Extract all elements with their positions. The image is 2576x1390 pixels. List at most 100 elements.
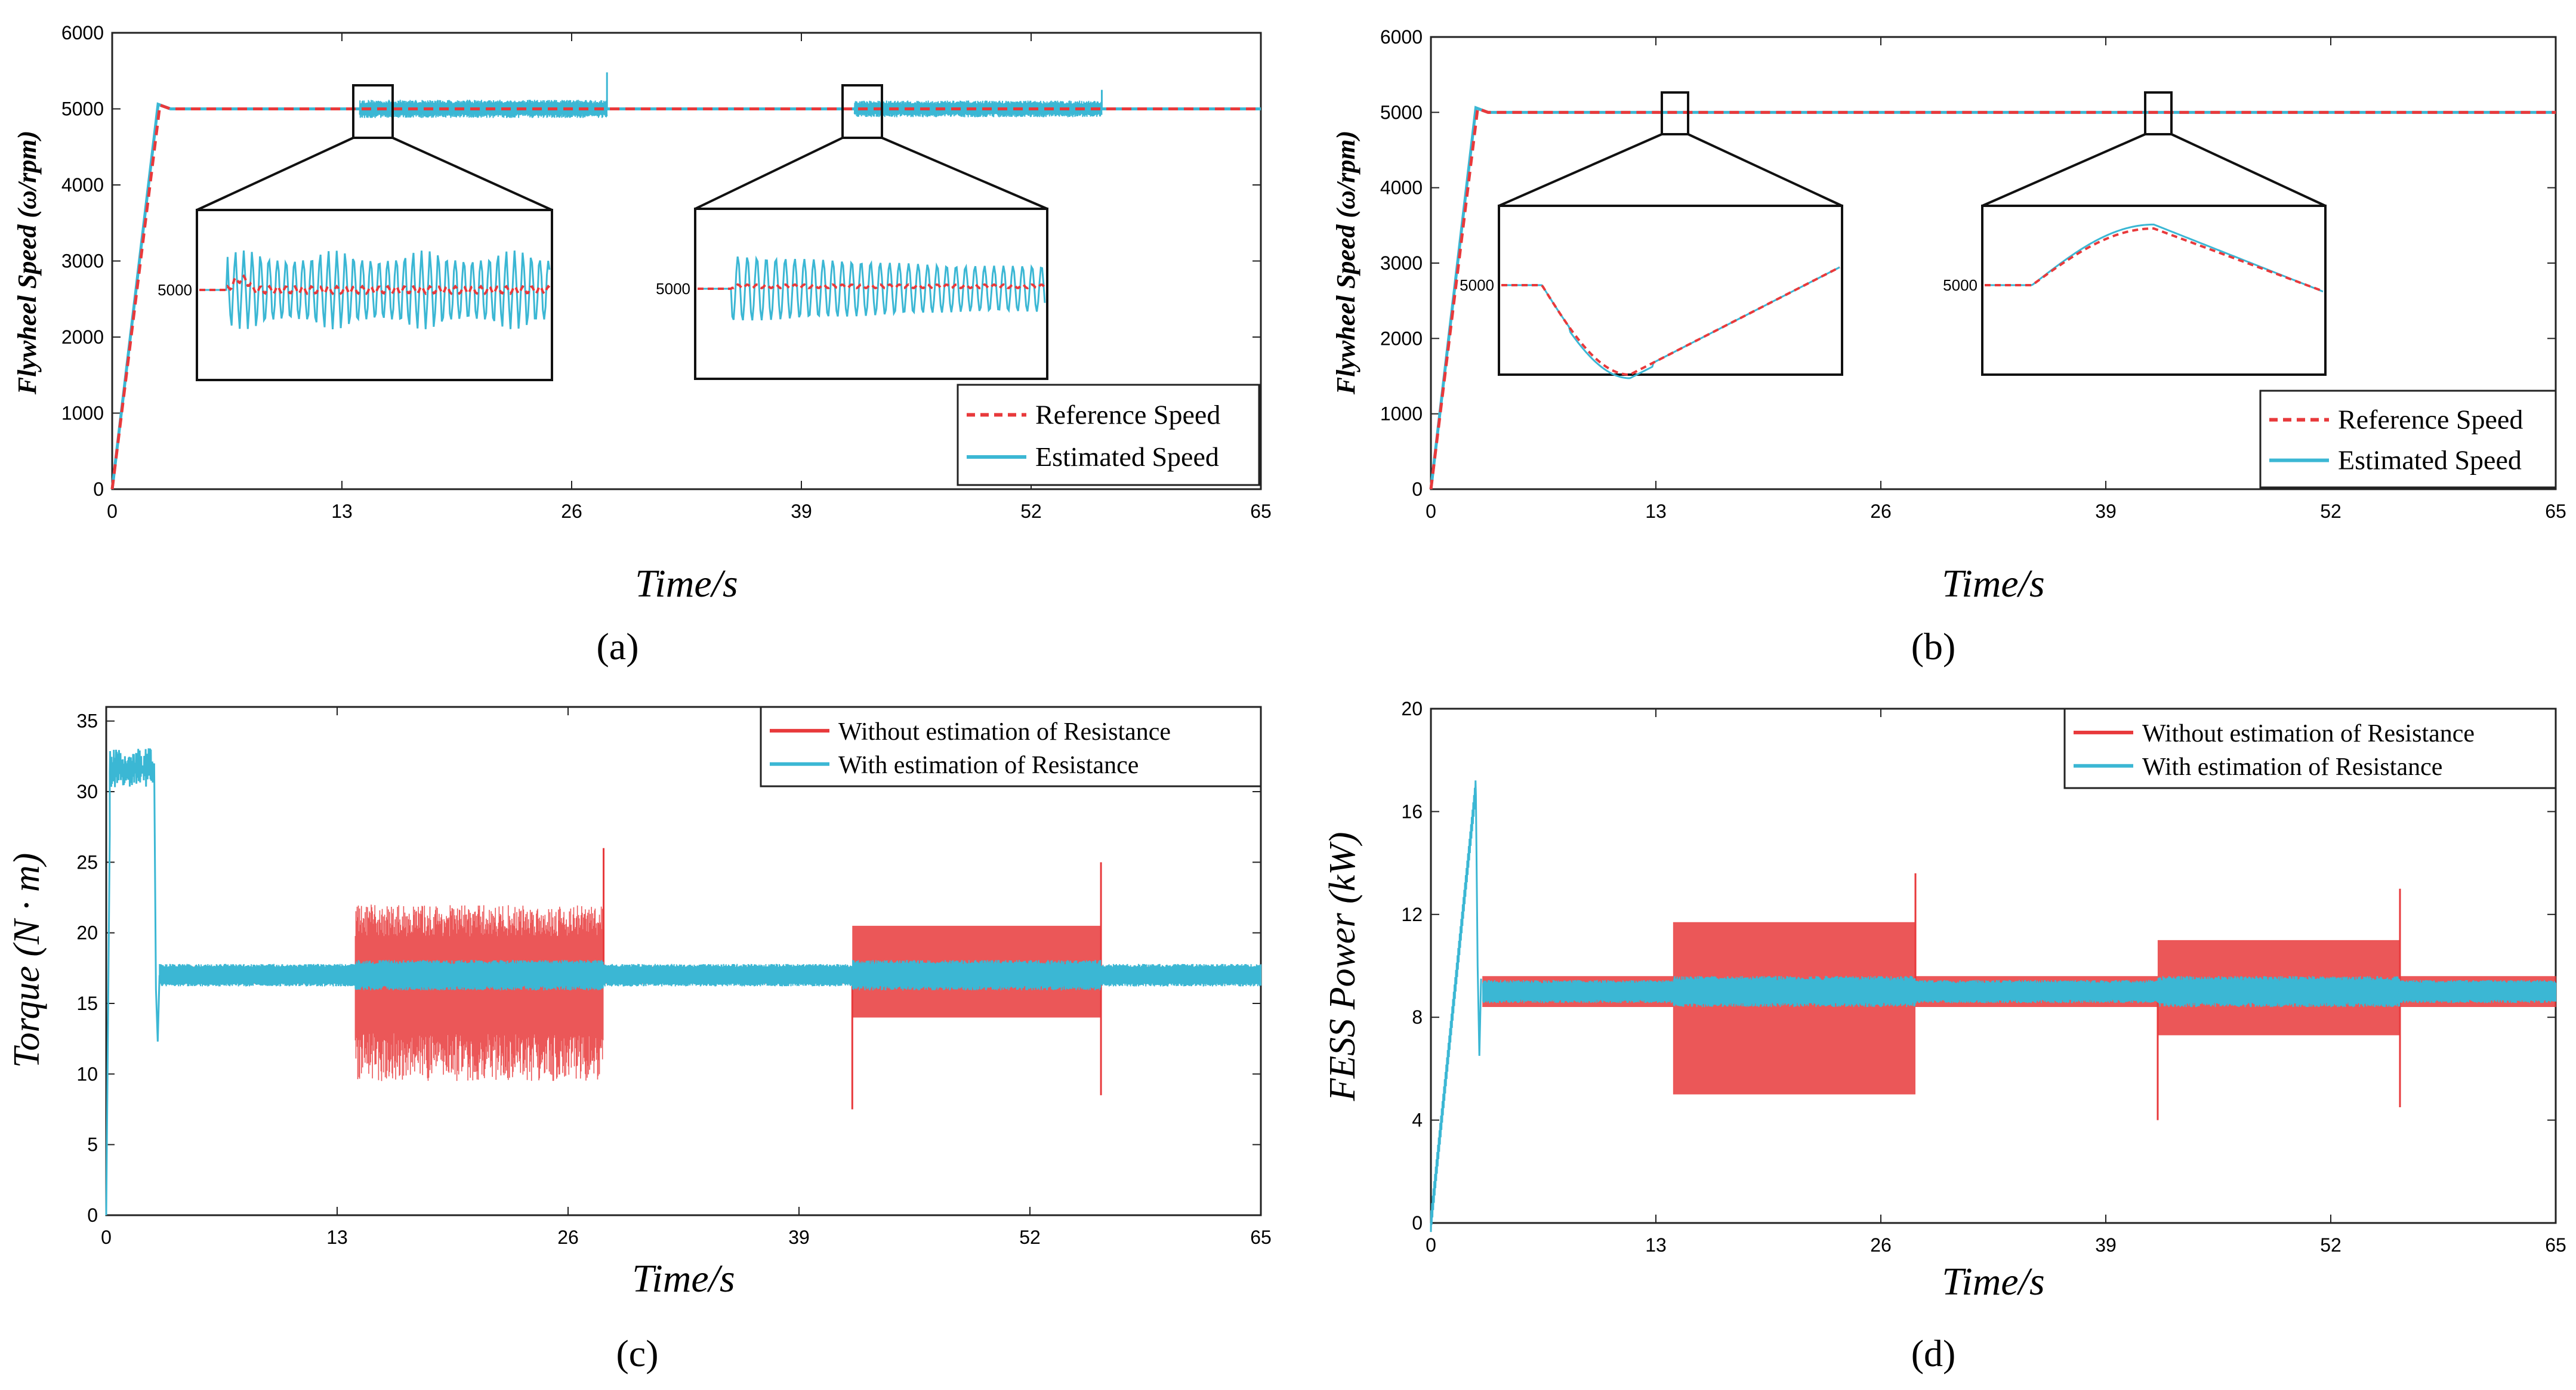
legend-box (760, 706, 1262, 787)
x-tick-label: 39 (2095, 1234, 2117, 1256)
inset-estimated-line (1985, 223, 2324, 293)
y-tick-label: 1000 (61, 403, 104, 424)
with-estimation-series (159, 960, 1261, 991)
x-axis-label: Time/s (1942, 562, 2044, 606)
x-tick-label: 13 (331, 501, 353, 522)
panel-c: 0 13 26 39 52 65 0 5 10 15 20 25 30 35 Time/s Torque (N… (7, 706, 1272, 1374)
x-tick-label: 52 (2320, 1234, 2341, 1256)
y-tick-label: 20 (1401, 698, 1423, 719)
y-tick-label: 4000 (1380, 177, 1423, 199)
legend-entry: Without estimation of Resistance (838, 718, 1171, 746)
y-tick-label: 20 (76, 922, 98, 944)
legend-entry: With estimation of Resistance (838, 752, 1139, 779)
y-tick-label: 6000 (61, 22, 104, 44)
x-tick-label: 13 (326, 1227, 348, 1248)
startup-transient (105, 748, 161, 1216)
x-tick-label: 26 (557, 1227, 579, 1248)
y-tick-label: 6000 (1380, 26, 1423, 48)
with-estimation-series (1482, 975, 2556, 1008)
inset-reference-line (199, 274, 551, 296)
panel-label: (a) (596, 625, 638, 668)
x-tick-label: 26 (561, 501, 582, 522)
y-tick-label: 5000 (61, 98, 104, 120)
x-tick-label: 0 (101, 1227, 112, 1248)
startup-transient (1430, 780, 1482, 1233)
y-tick-label: 0 (1412, 478, 1423, 500)
legend-box (2063, 708, 2557, 789)
zoom-source-box (841, 84, 883, 139)
y-axis-label: FESS Power (kW) (1322, 832, 1363, 1101)
y-tick-label: 0 (1412, 1212, 1423, 1234)
x-tick-label: 65 (2545, 501, 2566, 522)
inset-reference-line (698, 283, 1046, 290)
x-tick-label: 39 (788, 1227, 810, 1248)
panel-label: (c) (616, 1332, 658, 1374)
legend-entry: With estimation of Resistance (2142, 753, 2442, 781)
y-tick-label: 16 (1401, 801, 1423, 822)
legend-box (2259, 390, 2557, 489)
y-tick-label: 1000 (1380, 403, 1423, 425)
estimated-speed-oscillation (359, 100, 608, 118)
x-axis-label: Time/s (635, 562, 738, 606)
zoom-connector (392, 137, 553, 211)
inset-tick-label: 5000 (656, 280, 690, 298)
x-tick-label: 52 (1019, 1227, 1041, 1248)
estimated-speed-oscillation (853, 100, 1103, 118)
x-tick-label: 0 (107, 501, 118, 522)
y-tick-label: 3000 (61, 251, 104, 272)
x-axis-label: Time/s (632, 1257, 735, 1301)
legend-entry: Reference Speed (1035, 399, 1220, 430)
x-tick-label: 52 (2320, 501, 2341, 522)
y-tick-label: 15 (76, 993, 98, 1014)
y-tick-label: 8 (1412, 1006, 1423, 1028)
y-tick-label: 5 (87, 1134, 98, 1156)
zoom-connector (1687, 133, 1843, 207)
inset-box (1498, 205, 1843, 376)
x-tick-label: 0 (1426, 501, 1436, 522)
x-tick-label: 26 (1870, 1234, 1892, 1256)
y-tick-label: 35 (76, 711, 98, 732)
legend-entry: Reference Speed (2338, 404, 2523, 435)
reference-speed-line (110, 103, 1261, 490)
y-tick-label: 2000 (61, 326, 104, 348)
inset-estimated-line (199, 250, 551, 329)
zoom-source-box (352, 84, 394, 139)
legend-entry: Without estimation of Resistance (2142, 720, 2475, 747)
y-tick-label: 12 (1401, 904, 1423, 925)
x-tick-label: 65 (1250, 1227, 1272, 1248)
y-tick-label: 4000 (61, 174, 104, 196)
y-tick-label: 0 (87, 1204, 98, 1226)
x-tick-label: 13 (1645, 1234, 1667, 1256)
x-tick-label: 65 (2545, 1234, 2566, 1256)
x-tick-label: 13 (1645, 501, 1667, 522)
x-tick-label: 0 (1426, 1234, 1436, 1256)
y-tick-label: 30 (76, 781, 98, 802)
y-tick-label: 2000 (1380, 328, 1423, 349)
y-tick-label: 4 (1412, 1110, 1423, 1131)
panel-d: 0 13 26 39 52 65 0 4 8 12 16 20 Time/s FESS Power (kW… (1322, 698, 2566, 1374)
x-tick-label: 65 (1250, 501, 1272, 522)
x-tick-label: 39 (791, 501, 812, 522)
y-tick-label: 25 (76, 851, 98, 873)
x-tick-label: 26 (1870, 501, 1892, 522)
legend-box (957, 384, 1260, 486)
inset-box (196, 209, 553, 381)
inset-tick-label: 5000 (158, 281, 192, 299)
inset-tick-label: 5000 (1943, 276, 1977, 294)
zoom-connector (1982, 133, 2146, 207)
inset-reference-line (1985, 227, 2324, 292)
y-axis-label: Flywheel Speed (ω/rpm) (1331, 131, 1361, 395)
zoom-source-box (1661, 91, 1689, 135)
y-axis-label: Flywheel Speed (ω/rpm) (13, 131, 42, 395)
panel-a: 0 13 26 39 52 65 0 1000 2000 3000 4000 5000 6000 Time… (13, 22, 1272, 668)
inset-estimated-line (698, 255, 1046, 321)
inset-box (694, 208, 1048, 380)
panel-label: (d) (1911, 1332, 1956, 1374)
y-axis-label: Torque (N · m) (7, 853, 47, 1068)
x-tick-label: 52 (1020, 501, 1042, 522)
panel-label: (b) (1911, 625, 1956, 668)
x-axis-label: Time/s (1942, 1260, 2044, 1303)
zoom-connector (1498, 133, 1662, 207)
y-tick-label: 10 (76, 1063, 98, 1085)
